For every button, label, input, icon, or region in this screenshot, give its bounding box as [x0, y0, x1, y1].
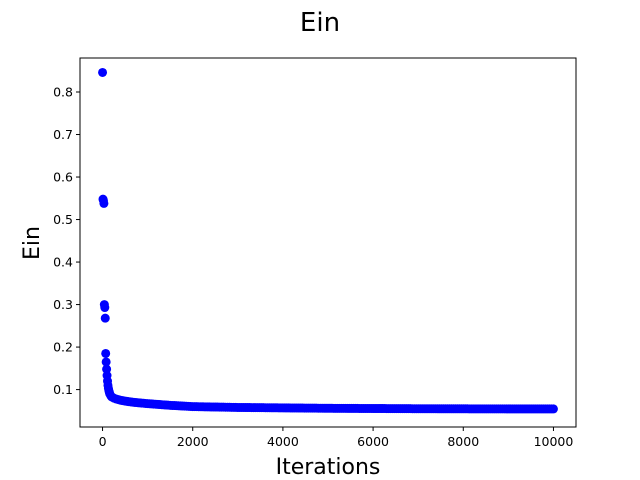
data-point: [546, 404, 556, 414]
data-point: [101, 348, 111, 358]
x-tick-label: 10000: [534, 434, 574, 449]
data-point: [100, 303, 110, 313]
y-tick-label: 0.8: [53, 85, 73, 100]
x-tick-label: 8000: [447, 434, 479, 449]
data-point: [102, 364, 112, 374]
y-axis-label: Ein: [20, 226, 45, 260]
y-tick-label: 0.3: [53, 297, 73, 312]
x-tick-label: 4000: [267, 434, 299, 449]
x-axis-ticks: 0 2000 4000 6000 8000 10000: [99, 427, 574, 449]
x-tick-label: 0: [99, 434, 107, 449]
y-tick-label: 0.6: [53, 170, 73, 185]
y-tick-label: 0.2: [53, 340, 73, 355]
y-tick-label: 0.7: [53, 127, 73, 142]
y-tick-label: 0.5: [53, 212, 73, 227]
chart-title: Ein: [300, 8, 340, 38]
x-tick-label: 2000: [177, 434, 209, 449]
y-tick-label: 0.1: [53, 382, 73, 397]
data-point: [99, 198, 109, 208]
data-point: [100, 313, 110, 323]
y-tick-label: 0.4: [53, 255, 73, 270]
plot-frame: [79, 57, 577, 428]
data-point: [98, 67, 108, 77]
data-point: [101, 357, 111, 367]
x-tick-label: 6000: [357, 434, 389, 449]
data-points: [98, 67, 558, 414]
y-axis-ticks: 0.1 0.2 0.3 0.4 0.5 0.6 0.7 0.8: [53, 85, 80, 397]
x-axis-label: Iterations: [276, 455, 381, 480]
